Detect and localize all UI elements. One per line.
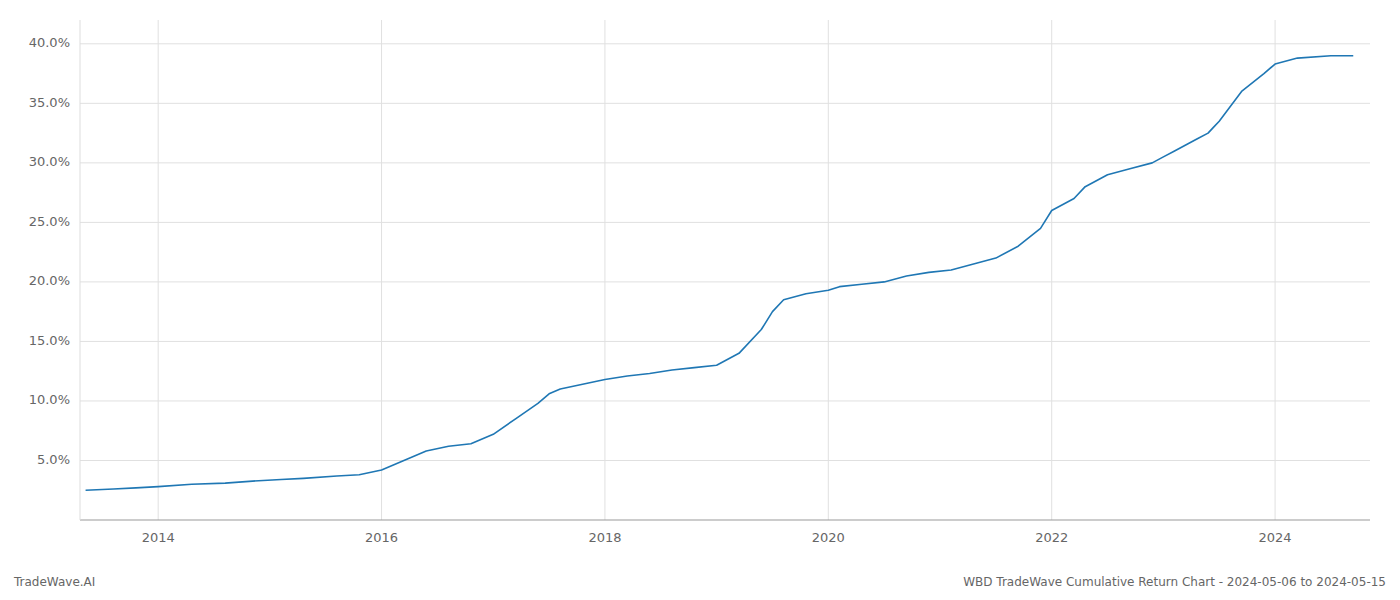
y-tick-label: 5.0% <box>37 452 70 467</box>
y-tick-label: 10.0% <box>29 392 70 407</box>
x-tick-label: 2024 <box>1259 530 1292 545</box>
y-tick-label: 15.0% <box>29 333 70 348</box>
x-tick-label: 2022 <box>1035 530 1068 545</box>
y-tick-label: 20.0% <box>29 273 70 288</box>
y-grid-line <box>80 341 1370 342</box>
y-grid-line <box>80 162 1370 163</box>
y-axis-line <box>80 20 81 520</box>
y-tick-label: 40.0% <box>29 35 70 50</box>
x-grid-line <box>604 20 605 520</box>
x-grid-line <box>1275 20 1276 520</box>
return-line <box>86 56 1354 491</box>
x-tick-label: 2014 <box>142 530 175 545</box>
x-grid-line <box>1051 20 1052 520</box>
grid <box>80 20 1370 520</box>
x-tick-label: 2020 <box>812 530 845 545</box>
y-grid-line <box>80 281 1370 282</box>
y-grid-line <box>80 222 1370 223</box>
y-tick-label: 30.0% <box>29 154 70 169</box>
plot-area <box>86 56 1354 491</box>
y-tick-label: 25.0% <box>29 214 70 229</box>
y-grid-line <box>80 400 1370 401</box>
axes: 5.0% 10.0% 15.0% 20.0% 25.0% 30.0% 35.0% 40.0% 2… <box>29 20 1370 545</box>
y-tick-label: 35.0% <box>29 95 70 110</box>
title: WBD TradeWave Cumulative Return Chart - … <box>963 575 1386 589</box>
y-grid-line <box>80 103 1370 104</box>
x-tick-label: 2016 <box>365 530 398 545</box>
subtitle: TradeWave.AI <box>13 575 95 589</box>
y-grid-line <box>80 43 1370 44</box>
x-grid-line <box>158 20 159 520</box>
chart: 5.0% 10.0% 15.0% 20.0% 25.0% 30.0% 35.0% 40.0% 2… <box>0 0 1400 600</box>
x-grid-line <box>381 20 382 520</box>
x-grid-line <box>828 20 829 520</box>
y-grid-line <box>80 460 1370 461</box>
x-tick-label: 2018 <box>588 530 621 545</box>
x-axis-line <box>80 520 1370 521</box>
